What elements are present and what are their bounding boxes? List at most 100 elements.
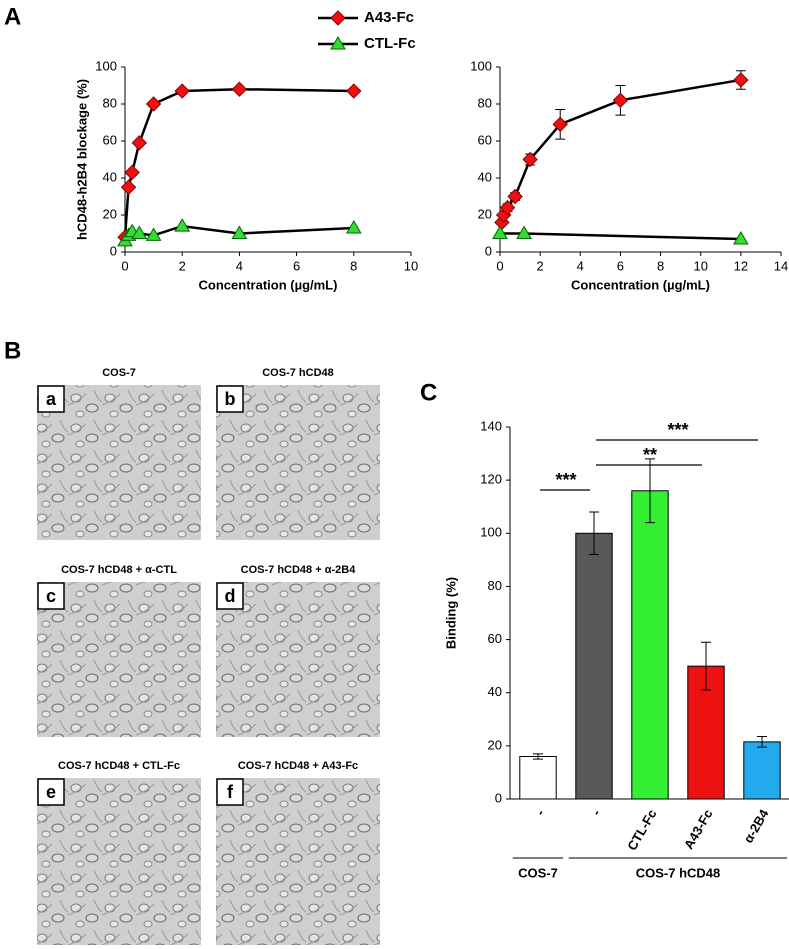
- y-tick-label: 120: [480, 472, 502, 487]
- y-tick-label: 60: [478, 132, 492, 147]
- error-bar: [701, 641, 711, 691]
- error-bar: [645, 458, 655, 524]
- x-axis-label: Concentration (µg/mL): [571, 277, 710, 292]
- data-point: [174, 218, 191, 232]
- legend-label: CTL-Fc: [364, 35, 416, 52]
- data-point: [345, 219, 362, 234]
- data-point: [231, 81, 248, 97]
- x-tick-label: 10: [693, 258, 707, 273]
- error-bar: [757, 736, 767, 748]
- y-tick-label: 80: [488, 578, 502, 593]
- image-caption: COS-7 hCD48 + CTL-Fc: [58, 760, 180, 772]
- data-point: [522, 151, 538, 168]
- error-bar: [589, 511, 599, 556]
- bar: [743, 741, 781, 800]
- panel-label: A: [4, 3, 21, 30]
- y-tick-label: 0: [485, 243, 492, 258]
- image-letter-box: [216, 778, 244, 806]
- x-tick-label: 8: [350, 258, 357, 273]
- y-tick-label: 40: [103, 169, 117, 184]
- x-tick-label: 6: [293, 258, 300, 273]
- data-point: [174, 83, 190, 99]
- data-point: [145, 227, 162, 241]
- y-tick-label: 40: [488, 684, 502, 699]
- data-point: [145, 96, 162, 112]
- data-point: [612, 92, 629, 109]
- x-tick-label: 2: [179, 258, 186, 273]
- data-point: [732, 231, 749, 245]
- x-tick-label: 14: [774, 258, 788, 273]
- image-letter-box: [37, 778, 65, 806]
- x-tick-label: 2: [537, 258, 544, 273]
- bar: [631, 490, 669, 800]
- image-letter: b: [225, 389, 236, 409]
- image-letter-box: [216, 582, 244, 610]
- y-tick-label: 80: [478, 95, 492, 110]
- x-tick-label: 0: [121, 258, 128, 273]
- y-tick-label: 80: [103, 95, 117, 110]
- significance-label: ***: [667, 420, 688, 440]
- image-letter-box: [37, 582, 65, 610]
- image-letter-box: [37, 385, 65, 413]
- group-label: COS-7 hCD48: [636, 865, 721, 880]
- y-axis-label: hCD48-h2B4 blockage (%): [74, 79, 89, 240]
- x-tick-label: α-2B4: [740, 806, 771, 845]
- image-caption: COS-7 hCD48 + A43-Fc: [238, 760, 358, 772]
- micrograph: [37, 778, 201, 945]
- data-point: [330, 10, 346, 26]
- y-axis-label: Binding (%): [443, 577, 458, 649]
- image-letter: d: [225, 586, 236, 606]
- panel-label: B: [4, 337, 21, 364]
- error-bar: [533, 753, 543, 760]
- image-caption: COS-7 hCD48 + α-CTL: [61, 564, 177, 576]
- bar: [575, 532, 613, 800]
- x-tick-label: 4: [236, 258, 243, 273]
- image-caption: COS-7: [102, 367, 136, 379]
- x-tick-label: -: [532, 807, 547, 818]
- y-tick-label: 20: [478, 206, 492, 221]
- y-tick-label: 60: [488, 631, 502, 646]
- data-point: [330, 36, 346, 50]
- data-point: [492, 225, 508, 239]
- image-letter: e: [46, 782, 56, 802]
- x-tick-label: 10: [404, 258, 418, 273]
- x-tick-label: -: [588, 807, 603, 818]
- data-point: [507, 188, 523, 205]
- x-tick-label: 8: [657, 258, 664, 273]
- data-point: [120, 179, 137, 195]
- image-caption: COS-7 hCD48 + α-2B4: [241, 564, 357, 576]
- micrograph: [216, 778, 380, 945]
- y-tick-label: 0: [495, 790, 502, 805]
- data-point: [124, 164, 140, 181]
- series-line: [500, 232, 741, 241]
- x-tick-label: 12: [734, 258, 748, 273]
- series-line: [123, 87, 354, 238]
- data-point: [131, 225, 148, 239]
- image-letter-box: [216, 385, 244, 413]
- y-tick-label: 60: [103, 132, 117, 147]
- x-tick-label: 6: [617, 258, 624, 273]
- data-point: [499, 199, 516, 216]
- y-tick-label: 0: [110, 243, 117, 258]
- data-point: [346, 83, 362, 99]
- y-tick-label: 100: [470, 58, 492, 73]
- legend-label: A43-Fc: [364, 9, 414, 26]
- bar: [519, 755, 557, 800]
- y-tick-label: 100: [480, 525, 502, 540]
- data-point: [552, 116, 568, 133]
- x-tick-label: A43-Fc: [681, 807, 716, 852]
- data-point: [733, 72, 749, 88]
- x-tick-label: CTL-Fc: [624, 807, 659, 853]
- image-letter: a: [46, 389, 57, 409]
- group-label: COS-7: [518, 865, 558, 880]
- data-point: [516, 225, 532, 239]
- panel-label: C: [420, 379, 437, 406]
- image-letter: f: [227, 782, 234, 802]
- image-letter: c: [46, 586, 56, 606]
- data-point: [231, 225, 248, 239]
- y-tick-label: 140: [480, 418, 502, 433]
- y-tick-label: 40: [478, 169, 492, 184]
- significance-label: **: [643, 445, 657, 465]
